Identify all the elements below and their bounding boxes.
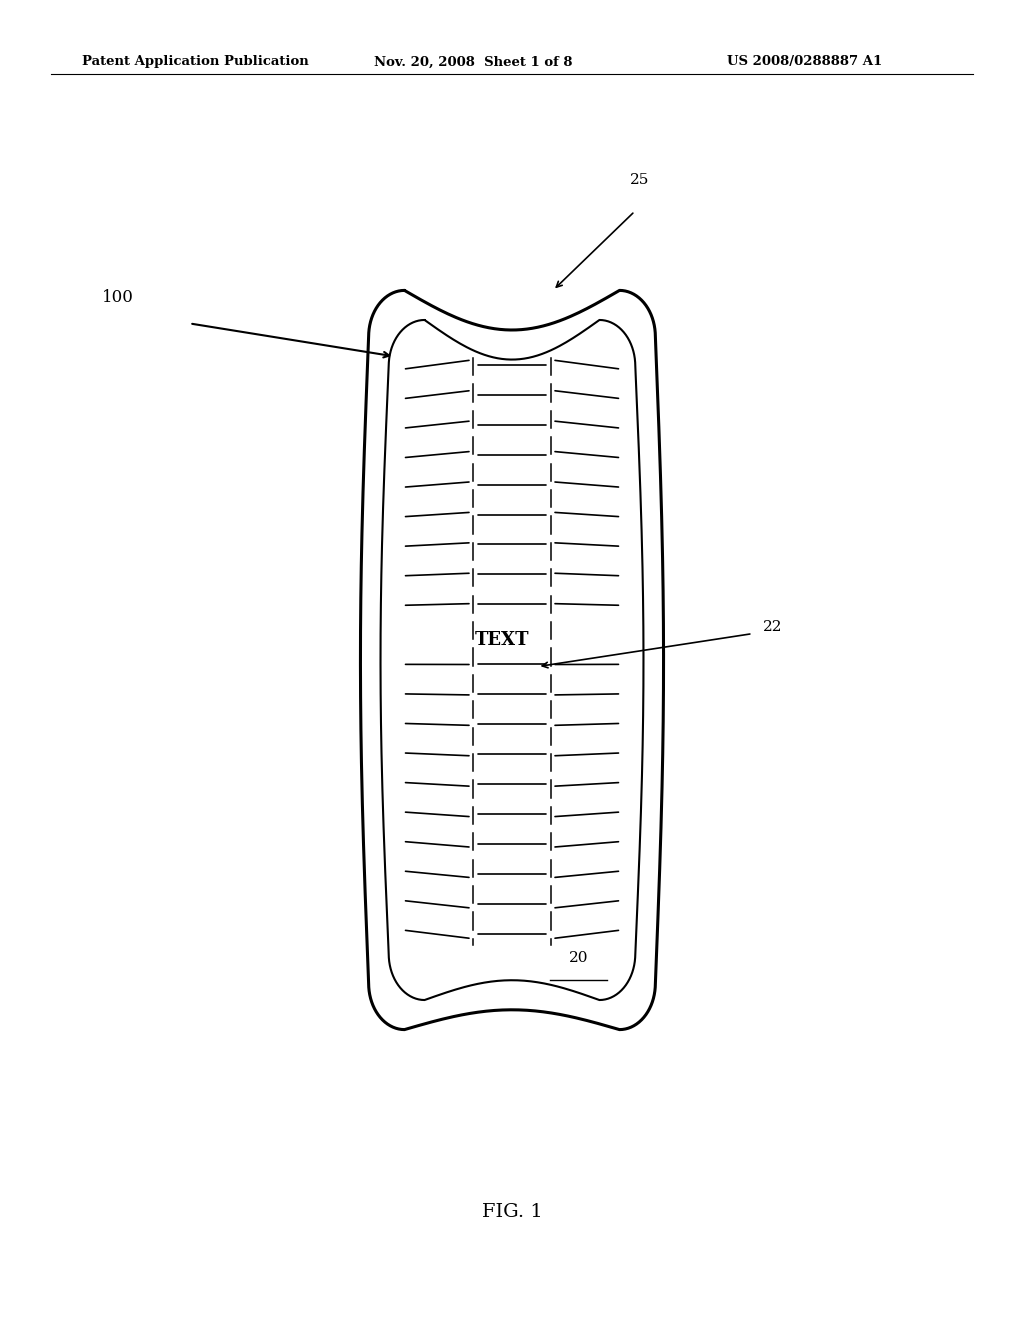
- Text: TEXT: TEXT: [474, 631, 529, 649]
- Text: Patent Application Publication: Patent Application Publication: [82, 55, 308, 69]
- Text: FIG. 1: FIG. 1: [481, 1203, 543, 1221]
- Text: 25: 25: [631, 173, 649, 187]
- Text: 20: 20: [568, 952, 589, 965]
- Text: 22: 22: [763, 620, 782, 634]
- Text: Nov. 20, 2008  Sheet 1 of 8: Nov. 20, 2008 Sheet 1 of 8: [374, 55, 572, 69]
- Text: US 2008/0288887 A1: US 2008/0288887 A1: [727, 55, 883, 69]
- Text: 100: 100: [102, 289, 134, 305]
